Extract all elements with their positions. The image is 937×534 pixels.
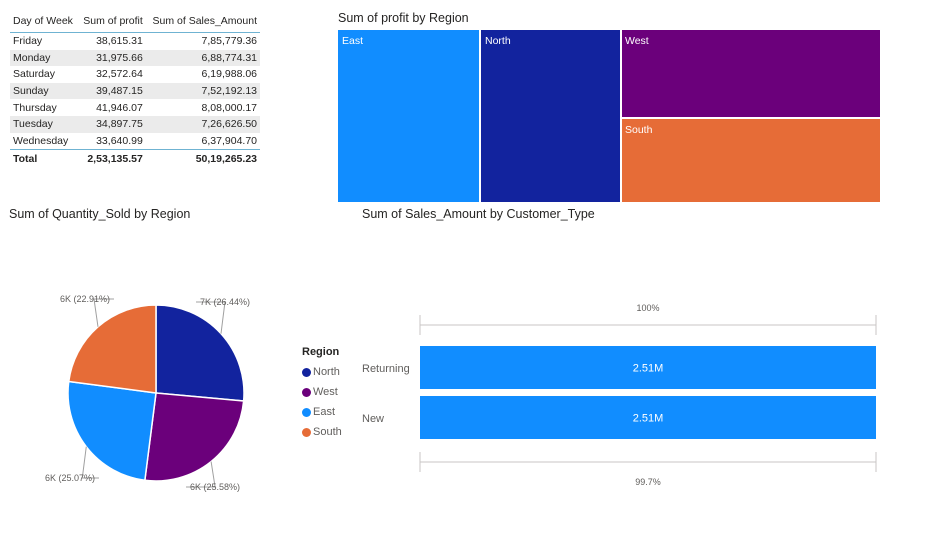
bar-chart: 100% 2.51M Returning 2.51M New 99.7% bbox=[362, 303, 877, 487]
table-cell: 7,26,626.50 bbox=[145, 115, 260, 133]
table-cell: 8,08,000.17 bbox=[201, 101, 257, 114]
pie-data-label: 6K (22.91%) bbox=[60, 294, 110, 304]
pie-data-label: 7K (26.44%) bbox=[200, 297, 250, 307]
legend-label: East bbox=[313, 406, 336, 418]
table-row: Sunday 39,487.15 7,52,192.13 bbox=[10, 82, 260, 100]
pie-slice-north[interactable] bbox=[155, 304, 245, 402]
top-marker-label: 100% bbox=[636, 303, 659, 313]
pie-slice-south[interactable] bbox=[67, 304, 157, 394]
treemap-tile-south[interactable]: South bbox=[622, 119, 880, 202]
legend-dot-icon bbox=[302, 387, 311, 397]
table-row: Monday 31,975.66 6,88,774.31 bbox=[10, 49, 260, 67]
bar-data-label: 2.51M bbox=[633, 363, 664, 375]
treemap-label: West bbox=[625, 35, 649, 47]
table-row: Thursday 41,946.07 8,08,000.17 bbox=[10, 99, 260, 116]
legend-dot-icon bbox=[302, 407, 311, 417]
table-row: Friday 38,615.31 7,85,779.36 bbox=[10, 33, 260, 50]
table-cell: 41,946.07 bbox=[96, 101, 143, 114]
total-label: Total bbox=[10, 149, 79, 168]
table-cell: 38,615.31 bbox=[96, 35, 143, 48]
table-cell: 39,487.15 bbox=[78, 82, 146, 100]
bottom-reference-marker: 99.7% bbox=[419, 452, 877, 487]
table-cell: 34,897.75 bbox=[78, 115, 146, 133]
table-row: Tuesday 34,897.75 7,26,626.50 bbox=[10, 115, 260, 133]
total-cell: 2,53,135.57 bbox=[78, 149, 146, 168]
table-cell: Thursday bbox=[13, 101, 57, 114]
table-cell: Tuesday bbox=[10, 115, 79, 133]
treemap-tile-north[interactable]: North bbox=[481, 30, 620, 202]
table-row: Saturday 32,572.64 6,19,988.06 bbox=[10, 66, 260, 83]
bar-category-label: Returning bbox=[362, 363, 410, 375]
legend-item-east[interactable]: East bbox=[302, 402, 342, 422]
table-cell: Friday bbox=[13, 35, 43, 48]
table-cell: 6,19,988.06 bbox=[201, 68, 257, 81]
column-header[interactable]: Sum of Sales_Amount bbox=[145, 12, 260, 33]
table-cell: 6,37,904.70 bbox=[201, 134, 257, 147]
legend-title: Region bbox=[302, 346, 340, 358]
pie-data-label: 6K (25.58%) bbox=[190, 482, 240, 492]
table-cell: 31,975.66 bbox=[78, 49, 146, 67]
table-total-row: Total 2,53,135.57 50,19,265.23 bbox=[10, 149, 260, 168]
pie-title: Sum of Quantity_Sold by Region bbox=[9, 207, 191, 221]
table-cell: 33,640.99 bbox=[96, 134, 143, 147]
treemap-label: East bbox=[342, 35, 364, 47]
treemap-tile-west[interactable]: West bbox=[622, 30, 880, 117]
pie-leader-line bbox=[186, 461, 216, 488]
table-cell: Saturday bbox=[13, 68, 56, 81]
pie-chart: 7K (26.44%) 6K (25.58%) 6K (25.07%) 6K (22.… bbox=[45, 294, 250, 492]
table-cell: 32,572.64 bbox=[96, 68, 143, 81]
pie-slice-west[interactable] bbox=[144, 392, 245, 482]
legend-item-south[interactable]: South bbox=[302, 422, 342, 442]
table-cell: 7,85,779.36 bbox=[201, 35, 257, 48]
treemap-label: South bbox=[625, 124, 653, 136]
bar-data-label: 2.51M bbox=[633, 413, 664, 425]
pie-leader-line bbox=[196, 301, 226, 334]
total-cell: 50,19,265.23 bbox=[145, 149, 260, 168]
table-cell: Wednesday bbox=[13, 134, 69, 147]
table-header-row: Day of Week Sum of profit Sum of Sales_A… bbox=[10, 12, 260, 33]
bar-new[interactable] bbox=[420, 396, 876, 439]
column-header[interactable]: Sum of profit bbox=[78, 12, 146, 33]
pie-leader-line bbox=[93, 298, 114, 327]
pie-legend: Region North West East South bbox=[302, 346, 342, 442]
table-cell: Sunday bbox=[10, 82, 79, 100]
legend-dot-icon bbox=[302, 367, 311, 377]
table-cell: Monday bbox=[10, 49, 79, 67]
top-reference-marker: 100% bbox=[419, 303, 877, 335]
sales-table: Day of Week Sum of profit Sum of Sales_A… bbox=[10, 12, 260, 168]
treemap-tile-east[interactable]: East bbox=[338, 30, 479, 202]
bar-title: Sum of Sales_Amount by Customer_Type bbox=[362, 207, 595, 221]
bar-returning[interactable] bbox=[420, 346, 876, 389]
pie-data-label: 6K (25.07%) bbox=[45, 473, 95, 483]
legend-item-west[interactable]: West bbox=[302, 382, 342, 402]
table-cell: 6,88,774.31 bbox=[145, 49, 260, 67]
column-header[interactable]: Day of Week bbox=[10, 12, 79, 33]
table-row: Wednesday 33,640.99 6,37,904.70 bbox=[10, 133, 260, 150]
legend-label: West bbox=[313, 386, 338, 398]
legend-item-north[interactable]: North bbox=[302, 362, 342, 382]
treemap-title: Sum of profit by Region bbox=[338, 11, 469, 25]
pie-slice-east[interactable] bbox=[67, 380, 157, 482]
pie-leader-line bbox=[81, 446, 99, 479]
treemap-chart: East North West South bbox=[338, 30, 880, 202]
treemap-label: North bbox=[485, 35, 511, 47]
table-cell: 7,52,192.13 bbox=[145, 82, 260, 100]
bottom-marker-label: 99.7% bbox=[635, 477, 661, 487]
bar-category-label: New bbox=[362, 413, 384, 425]
legend-label: South bbox=[313, 426, 342, 438]
legend-dot-icon bbox=[302, 427, 311, 437]
legend-label: North bbox=[313, 366, 340, 378]
